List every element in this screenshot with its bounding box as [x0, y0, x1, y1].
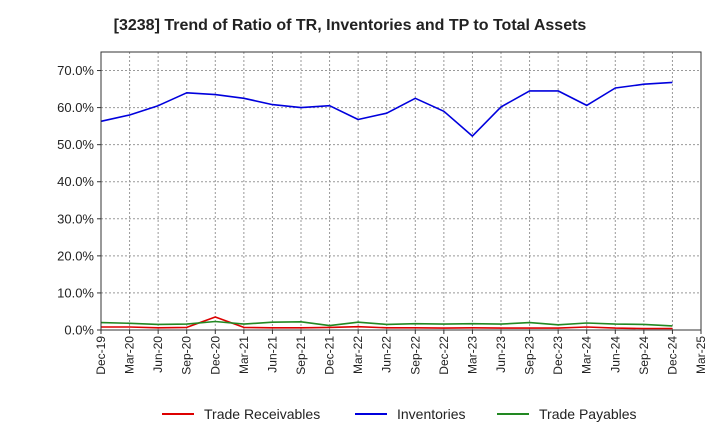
chart-title: [3238] Trend of Ratio of TR, Inventories… [114, 17, 587, 34]
x-tick-label: Dec-21 [323, 336, 337, 375]
x-tick-label: Sep-20 [180, 336, 194, 375]
x-axis-ticks: Dec-19 Mar-20 Jun-20 Sep-20 Dec-20 Mar-21 Jun-… [94, 330, 708, 375]
x-tick-label: Dec-22 [437, 336, 451, 375]
y-tick-label: 70.0% [57, 63, 94, 78]
series-line-trade-payables [100, 320, 673, 327]
x-tick-label: Jun-23 [494, 336, 508, 373]
x-tick-label: Mar-23 [465, 336, 479, 374]
x-tick-label: Dec-20 [208, 336, 222, 375]
x-tick-label: Jun-22 [380, 336, 394, 373]
x-tick-label: Dec-23 [551, 336, 565, 375]
y-tick-label: 60.0% [57, 100, 94, 115]
legend: Trade Receivables Inventories Trade Payabl… [162, 406, 637, 422]
y-axis-ticks: 0.0% 10.0% 20.0% 30.0% 40.0% 50.0% 60.0% 70.0% [57, 63, 101, 338]
y-tick-label: 10.0% [57, 285, 94, 300]
grid-layer [100, 52, 702, 331]
series-layer [100, 81, 673, 330]
x-tick-label: Jun-20 [151, 336, 165, 373]
plot-frame [100, 51, 702, 331]
series-line-inventories [100, 81, 673, 137]
x-tick-label: Sep-22 [408, 336, 422, 375]
x-tick-label: Mar-21 [237, 336, 251, 374]
legend-label-inventories: Inventories [397, 406, 465, 422]
y-tick-label: 0.0% [64, 323, 94, 338]
x-tick-label: Mar-24 [580, 336, 594, 374]
x-tick-label: Mar-22 [351, 336, 365, 374]
y-tick-label: 50.0% [57, 137, 94, 152]
x-tick-label: Jun-24 [608, 336, 622, 373]
y-tick-label: 20.0% [57, 248, 94, 263]
x-tick-label: Dec-24 [665, 336, 679, 375]
y-tick-label: 30.0% [57, 211, 94, 226]
legend-label-trade-receivables: Trade Receivables [204, 406, 320, 422]
legend-label-trade-payables: Trade Payables [539, 406, 637, 422]
x-tick-label: Mar-20 [123, 336, 137, 374]
y-tick-label: 40.0% [57, 174, 94, 189]
x-tick-label: Sep-21 [294, 336, 308, 375]
x-tick-label: Sep-23 [523, 336, 537, 375]
x-tick-label: Sep-24 [637, 336, 651, 375]
x-tick-label: Mar-25 [694, 336, 708, 374]
x-tick-label: Dec-19 [94, 336, 108, 375]
x-tick-label: Jun-21 [265, 336, 279, 373]
